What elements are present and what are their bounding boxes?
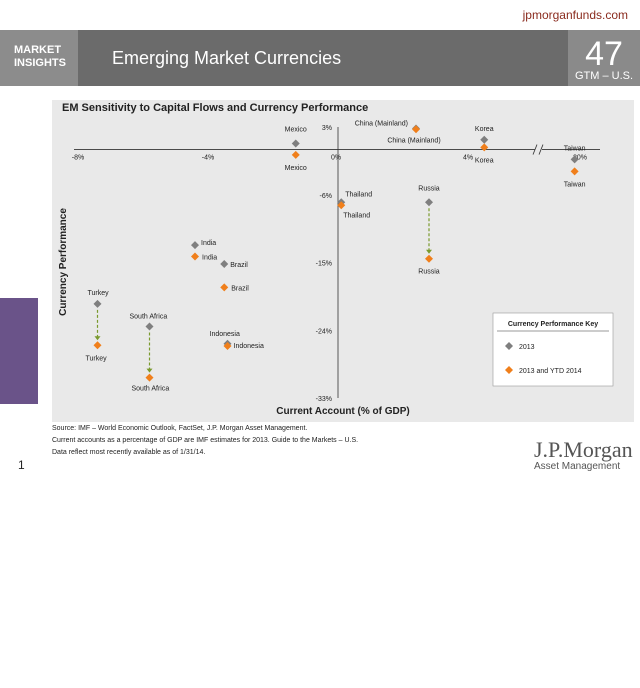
legend-box [492,312,614,387]
point-label-2013: Thailand [345,191,372,198]
point-label-2014: Brazil [231,285,249,292]
trend-arrow-head [94,336,101,341]
x-axis-title: Current Account (% of GDP) [276,406,410,417]
point-2014 [93,341,102,350]
x-tick-label: 4% [463,155,473,162]
point-2013 [220,260,229,269]
point-label-2013: Brazil [230,262,248,269]
jpmorgan-logo: J.P.Morgan [534,437,633,462]
legend-label-2014: 2013 and YTD 2014 [519,368,582,375]
point-2013 [570,155,579,164]
point-2013 [425,198,433,207]
footnote-current-accounts: Current accounts as a percentage of GDP … [52,437,359,444]
axis-break-mark [532,144,538,155]
point-label-2013: China (Mainland) [355,121,408,128]
point-label-2014: Turkey [86,355,108,362]
point-label-2014: Thailand [343,212,370,219]
point-2014 [220,283,229,292]
y-tick-label: 3% [322,125,332,132]
point-2014 [570,167,579,176]
market-insights-line1: MARKET [14,44,62,56]
point-2014 [425,254,433,263]
market-insights-badge: MARKET INSIGHTS [0,30,78,86]
x-tick-label: -4% [202,155,214,162]
asset-management-label: Asset Management [534,461,621,472]
trend-arrow-head [146,368,153,373]
slide-number: 1 [18,458,25,472]
point-label-2013: Mexico [285,127,307,134]
page-number: 47 [585,35,623,73]
point-label-2013: South Africa [130,313,168,320]
y-tick-label: -6% [320,193,332,200]
y-tick-label: -15% [316,261,332,268]
point-2014 [337,201,346,210]
legend-marker-2014 [505,366,513,374]
legend-label-2013: 2013 [519,344,535,351]
point-label-2014: South Africa [132,386,170,393]
scatter-chart: -8% -4% 0% 4% 20% 3% -6% -15% -24% -33% Current Ac… [58,121,614,417]
point-2014 [412,125,420,134]
point-label-2014: Mexico [285,165,307,172]
axis-break-mark [538,144,544,155]
point-label-2013: Russia [418,185,440,192]
page-number-badge: 47 GTM – U.S. [568,30,640,86]
point-label-2013: Korea [475,126,494,133]
footnote-data-date: Data reflect most recently available as … [52,449,206,456]
footnote-source: Source: IMF – World Economic Outlook, Fa… [52,425,308,432]
market-insights-line2: INSIGHTS [14,57,66,69]
point-label-2013: Taiwan [564,145,586,152]
point-2014 [291,150,300,159]
point-label-2013: Indonesia [210,331,240,338]
point-2014 [145,373,154,382]
point-2014 [223,342,232,351]
section-tab[interactable]: International [0,298,38,688]
point-label-2014: India [202,254,217,261]
trend-arrow-head [426,249,432,254]
page-title: Emerging Market Currencies [112,48,342,68]
legend-marker-2013 [505,342,513,350]
point-2013 [291,139,300,148]
x-tick-label: 0% [331,155,341,162]
point-label-2014: Russia [418,269,440,276]
point-2014 [480,143,489,152]
legend-title: Currency Performance Key [508,321,598,328]
x-tick-label: 20% [573,155,587,162]
site-url[interactable]: jpmorganfunds.com [522,8,628,22]
y-tick-label: -33% [316,396,332,403]
chart-title: EM Sensitivity to Capital Flows and Curr… [62,102,369,114]
point-label-2013: India [201,240,216,247]
guide-label: GTM – U.S. [574,70,634,82]
section-tab-label: International [11,609,27,688]
x-tick-label: -8% [72,155,84,162]
point-label-2014: Indonesia [234,343,264,350]
point-label-2013: Turkey [88,290,110,297]
point-label-2014: Korea [475,157,494,164]
point-2014 [191,252,199,261]
y-tick-label: -24% [316,328,332,335]
point-2013 [191,241,199,250]
point-label-2014: China (Mainland) [387,137,440,144]
point-2013 [480,135,489,144]
point-2013 [145,322,154,331]
point-2013 [93,299,102,308]
axis-break-gap [535,143,542,156]
y-axis-title: Currency Performance [58,208,69,316]
point-label-2014: Taiwan [564,181,586,188]
header-bar [0,30,640,86]
